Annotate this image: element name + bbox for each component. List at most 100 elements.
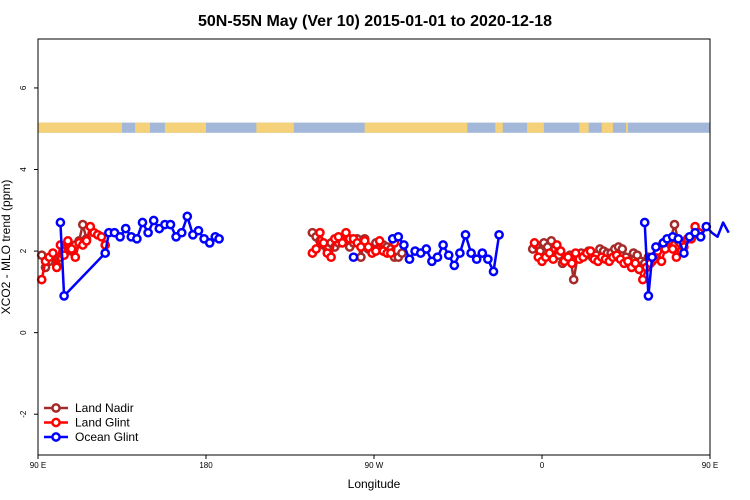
ocean-glint-point: [494, 229, 504, 240]
land-nadir-point: [356, 252, 366, 263]
ocean-glint-point: [483, 254, 493, 265]
ocean-glint-point: [449, 260, 460, 271]
land-glint-point: [656, 256, 667, 267]
land-nadir-point: [669, 219, 680, 230]
ocean-glint-point: [204, 238, 215, 248]
land-glint-point: [374, 236, 385, 246]
y-axis-label: XCO2 - MLO trend (ppm): [0, 180, 13, 315]
land-glint-point: [371, 246, 381, 256]
land-glint-point: [385, 248, 396, 258]
land-glint-point: [51, 262, 62, 273]
x-tick-label: 90 E: [30, 461, 46, 470]
y-tick-label: -2: [19, 410, 28, 418]
x-axis-label: Longitude: [348, 477, 401, 491]
x-tick-label: 90 W: [365, 461, 384, 470]
ocean-glint-point: [193, 225, 204, 236]
land-band-segment: [626, 122, 628, 133]
land-glint-point: [671, 252, 682, 263]
land-glint-point: [81, 236, 92, 246]
land-band-segment: [601, 122, 613, 133]
ocean-glint-point: [466, 248, 476, 258]
ocean-glint-point: [100, 248, 111, 258]
land-glint-point: [318, 238, 329, 248]
ocean-glint-point: [477, 248, 488, 258]
ocean-glint-point: [132, 233, 142, 244]
ocean-glint-point: [404, 254, 415, 265]
land-glint-point: [637, 274, 648, 285]
land-nadir-point: [397, 248, 407, 258]
ocean-glint-point: [55, 217, 66, 228]
land-band-segment: [495, 122, 503, 133]
land-glint-point: [96, 231, 107, 242]
legend-land-nadir-marker: [51, 403, 61, 413]
land-glint-point: [63, 236, 73, 246]
land-glint-point: [634, 264, 644, 275]
land-band-segment: [364, 122, 468, 133]
chart-title: 50N-55N May (Ver 10) 2015-01-01 to 2020-…: [198, 13, 552, 30]
land-glint-point: [70, 252, 81, 263]
legend-ocean-glint-label: Ocean Glint: [75, 430, 139, 444]
ocean-glint-point: [460, 229, 471, 240]
land-glint-point: [311, 244, 321, 254]
ocean-glint-point: [214, 233, 224, 244]
legend-ocean-glint-marker: [51, 432, 61, 442]
ocean-glint-point: [137, 217, 148, 228]
land-glint-point: [48, 248, 58, 258]
land-nadir-point: [568, 274, 579, 285]
land-band-segment: [256, 122, 294, 133]
x-tick-label: 180: [199, 461, 213, 470]
legend-land-nadir-label: Land Nadir: [75, 401, 134, 415]
land-glint-point: [567, 258, 577, 269]
land-glint-point: [326, 252, 336, 263]
ocean-glint-point: [488, 266, 499, 277]
ocean-glint-point: [679, 248, 689, 258]
ocean-glint-point: [438, 240, 448, 250]
y-tick-label: 6: [19, 85, 28, 90]
ocean-glint-point: [393, 231, 404, 242]
axis-ticks: 90 E 180 90 W 0 90 E -2 0 2 4 6: [19, 85, 718, 470]
land-band-segment: [38, 122, 122, 133]
ocean-glint-point: [643, 291, 654, 301]
plot-area: [36, 211, 730, 301]
surface-band: [38, 122, 710, 133]
land-glint-point: [337, 238, 348, 248]
land-band-segment: [579, 122, 589, 133]
ocean-glint-point: [701, 221, 712, 232]
ocean-glint-point: [443, 250, 454, 261]
land-glint-point: [36, 274, 47, 285]
ocean-glint-point: [59, 291, 69, 301]
ocean-glint-point: [143, 227, 153, 238]
y-tick-label: 0: [19, 330, 28, 335]
y-tick-label: 4: [19, 167, 28, 172]
ocean-glint-point: [421, 244, 432, 254]
x-tick-label: 0: [540, 461, 545, 470]
ocean-glint-point: [148, 215, 159, 226]
ocean-glint-point: [120, 223, 131, 234]
land-nadir-point: [77, 219, 88, 230]
land-glint-point: [555, 246, 566, 256]
land-band-segment: [164, 122, 206, 133]
land-glint-point: [585, 246, 596, 256]
ocean-glint-point: [348, 252, 359, 263]
land-nadir-point: [617, 244, 628, 254]
ocean-glint-point: [432, 252, 443, 263]
ocean-glint-point: [455, 248, 465, 258]
land-glint-point: [529, 238, 540, 248]
ocean-glint-point: [399, 240, 409, 250]
ocean-glint-point: [165, 219, 176, 230]
land-glint-point: [315, 227, 325, 238]
ocean-glint-point: [695, 231, 706, 242]
land-glint-point: [66, 244, 77, 254]
ocean-glint-point: [647, 252, 657, 263]
y-tick-label: 2: [19, 248, 28, 253]
land-glint-point: [548, 254, 559, 265]
ocean-glint-point: [176, 227, 187, 238]
land-glint-point: [667, 244, 678, 254]
ocean-glint-point: [115, 231, 125, 242]
legend-land-glint-marker: [51, 417, 61, 428]
ocean-glint-point: [182, 211, 193, 222]
land-band-segment: [135, 122, 150, 133]
land-band-segment: [527, 122, 544, 133]
